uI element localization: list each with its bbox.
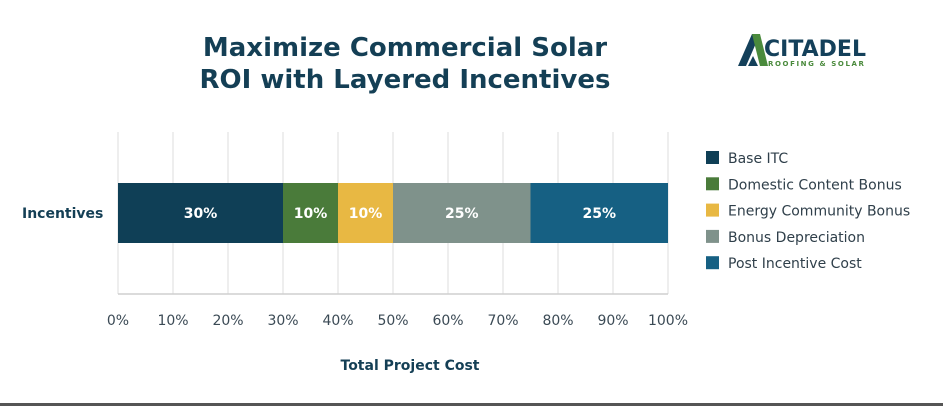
- x-tick-label: 70%: [487, 313, 518, 329]
- x-tick-labels: 0% 10% 20% 30% 40% 50% 60% 70% 80% 90% 100%: [107, 313, 688, 329]
- x-axis-label: Total Project Cost: [341, 358, 480, 374]
- logo-roof-green: [752, 34, 768, 66]
- data-label: 30%: [184, 206, 218, 222]
- x-tick-label: 50%: [377, 313, 408, 329]
- chart-title-line-1: Maximize Commercial Solar: [203, 33, 607, 63]
- logo: CITADEL ROOFING & SOLAR: [738, 34, 866, 68]
- bar-segment: [118, 183, 283, 243]
- data-label: 10%: [294, 206, 328, 222]
- logo-name: CITADEL: [764, 37, 866, 62]
- legend-swatch: [706, 229, 719, 243]
- x-tick-label: 20%: [212, 313, 243, 329]
- x-tick-label: 90%: [597, 313, 628, 329]
- legend-swatch: [706, 256, 719, 270]
- legend-label: Bonus Depreciation: [728, 230, 865, 246]
- bottom-divider: [0, 403, 943, 406]
- x-tick-label: 30%: [267, 313, 298, 329]
- bar-segment: [283, 183, 338, 243]
- legend-label: Energy Community Bonus: [728, 204, 910, 220]
- x-tick-label: 10%: [157, 313, 188, 329]
- data-label: 25%: [582, 206, 616, 222]
- legend-label: Domestic Content Bonus: [728, 177, 902, 193]
- bars: 30% 10% 10% 25% 25%: [118, 183, 668, 243]
- legend-label: Post Incentive Cost: [728, 256, 862, 272]
- data-label: 25%: [445, 206, 479, 222]
- x-tick-label: 40%: [322, 313, 353, 329]
- legend-swatch: [706, 151, 719, 164]
- legend-swatch: [706, 177, 719, 191]
- legend-swatch: [706, 203, 719, 217]
- category-label: Incentives: [22, 206, 103, 222]
- x-tick-label: 0%: [107, 313, 129, 329]
- x-tick-label: 80%: [542, 313, 573, 329]
- logo-roof-inner: [748, 56, 758, 66]
- data-label: 10%: [349, 206, 383, 222]
- legend: Base ITC Domestic Content Bonus Energy Com…: [706, 151, 910, 272]
- bar-segment: [338, 183, 393, 243]
- x-tick-label: 100%: [648, 313, 688, 329]
- x-tick-label: 60%: [432, 313, 463, 329]
- logo-tagline: ROOFING & SOLAR: [768, 60, 866, 68]
- bar-segment: [530, 183, 668, 243]
- chart-title-line-2: ROI with Layered Incentives: [200, 65, 611, 95]
- legend-label: Base ITC: [728, 151, 788, 167]
- bar-segment: [393, 183, 531, 243]
